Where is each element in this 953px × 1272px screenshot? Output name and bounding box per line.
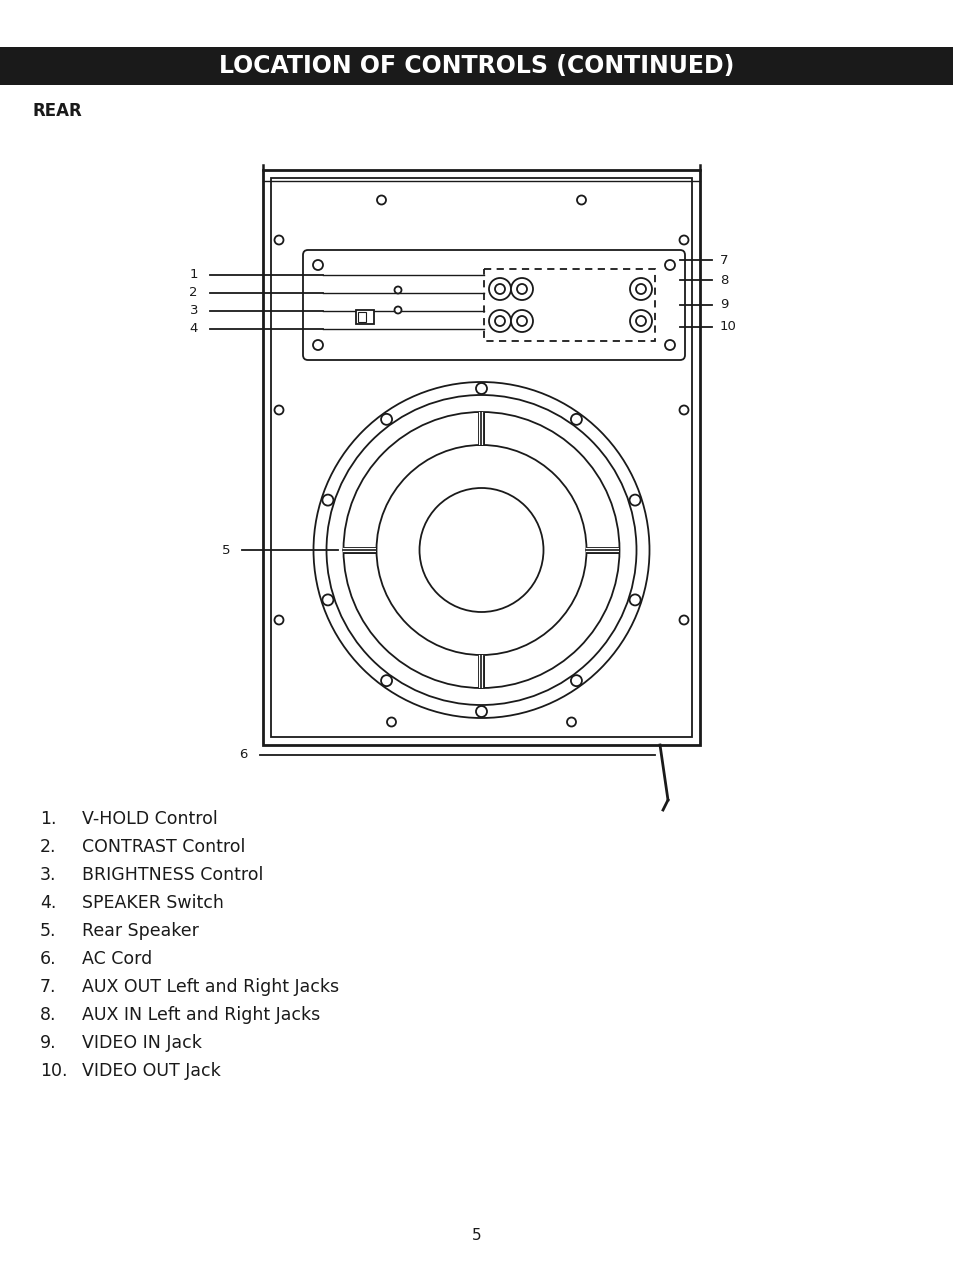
Circle shape: [376, 445, 586, 655]
Circle shape: [313, 259, 323, 270]
Text: 10: 10: [720, 321, 736, 333]
Text: 3.: 3.: [40, 866, 56, 884]
Bar: [357, 312, 366, 322]
Text: LOCATION OF CONTROLS (CONTINUED): LOCATION OF CONTROLS (CONTINUED): [219, 53, 734, 78]
Circle shape: [326, 396, 636, 705]
Text: SPEAKER Switch: SPEAKER Switch: [82, 894, 224, 912]
Circle shape: [274, 406, 283, 415]
Text: 9.: 9.: [40, 1034, 56, 1052]
Circle shape: [679, 616, 688, 625]
Circle shape: [489, 310, 511, 332]
Circle shape: [476, 706, 486, 717]
Circle shape: [511, 310, 533, 332]
Circle shape: [387, 717, 395, 726]
Text: REAR: REAR: [33, 102, 83, 120]
Circle shape: [517, 315, 526, 326]
Text: 1: 1: [190, 268, 198, 281]
Circle shape: [629, 495, 639, 505]
Text: 2: 2: [190, 286, 198, 299]
Text: 6: 6: [239, 748, 248, 762]
Circle shape: [395, 307, 401, 313]
Bar: [263, 170, 700, 745]
Text: 4: 4: [190, 323, 198, 336]
Circle shape: [476, 383, 486, 394]
Text: 3: 3: [190, 304, 198, 318]
Circle shape: [376, 196, 386, 205]
Text: 7.: 7.: [40, 978, 56, 996]
Text: 10.: 10.: [40, 1062, 68, 1080]
Text: VIDEO OUT Jack: VIDEO OUT Jack: [82, 1062, 220, 1080]
Circle shape: [380, 675, 392, 686]
Circle shape: [679, 406, 688, 415]
Circle shape: [495, 284, 504, 294]
Circle shape: [570, 413, 581, 425]
Circle shape: [322, 495, 333, 505]
Text: 6.: 6.: [40, 950, 56, 968]
Bar: [355, 310, 374, 324]
Circle shape: [322, 594, 333, 605]
Circle shape: [664, 340, 675, 350]
Circle shape: [380, 413, 392, 425]
Text: 1.: 1.: [40, 810, 56, 828]
Circle shape: [629, 279, 651, 300]
Text: AUX IN Left and Right Jacks: AUX IN Left and Right Jacks: [82, 1006, 320, 1024]
Text: VIDEO IN Jack: VIDEO IN Jack: [82, 1034, 202, 1052]
Circle shape: [511, 279, 533, 300]
Circle shape: [629, 594, 639, 605]
Bar: [483, 268, 655, 341]
Text: BRIGHTNESS Control: BRIGHTNESS Control: [82, 866, 263, 884]
Text: 5: 5: [221, 543, 230, 557]
Text: CONTRAST Control: CONTRAST Control: [82, 838, 245, 856]
Text: 2.: 2.: [40, 838, 56, 856]
Text: 9: 9: [720, 299, 727, 312]
Circle shape: [419, 488, 543, 612]
Circle shape: [489, 279, 511, 300]
Text: 4.: 4.: [40, 894, 56, 912]
Circle shape: [664, 259, 675, 270]
Circle shape: [313, 340, 323, 350]
Circle shape: [517, 284, 526, 294]
FancyBboxPatch shape: [303, 251, 684, 360]
Circle shape: [274, 235, 283, 244]
Text: 7: 7: [720, 253, 728, 267]
Circle shape: [577, 196, 585, 205]
Text: V-HOLD Control: V-HOLD Control: [82, 810, 217, 828]
Text: 5: 5: [472, 1227, 481, 1243]
Circle shape: [314, 382, 649, 717]
Circle shape: [636, 284, 645, 294]
Circle shape: [343, 412, 618, 688]
Bar: [0, 47, 953, 85]
Text: AUX OUT Left and Right Jacks: AUX OUT Left and Right Jacks: [82, 978, 338, 996]
Circle shape: [629, 310, 651, 332]
Text: 8.: 8.: [40, 1006, 56, 1024]
Circle shape: [274, 616, 283, 625]
Text: 5.: 5.: [40, 922, 56, 940]
Bar: [271, 178, 691, 736]
Circle shape: [495, 315, 504, 326]
Text: Rear Speaker: Rear Speaker: [82, 922, 198, 940]
Circle shape: [566, 717, 576, 726]
Circle shape: [395, 286, 401, 294]
Circle shape: [636, 315, 645, 326]
Circle shape: [679, 235, 688, 244]
Circle shape: [570, 675, 581, 686]
Text: AC Cord: AC Cord: [82, 950, 152, 968]
Text: 8: 8: [720, 273, 727, 286]
